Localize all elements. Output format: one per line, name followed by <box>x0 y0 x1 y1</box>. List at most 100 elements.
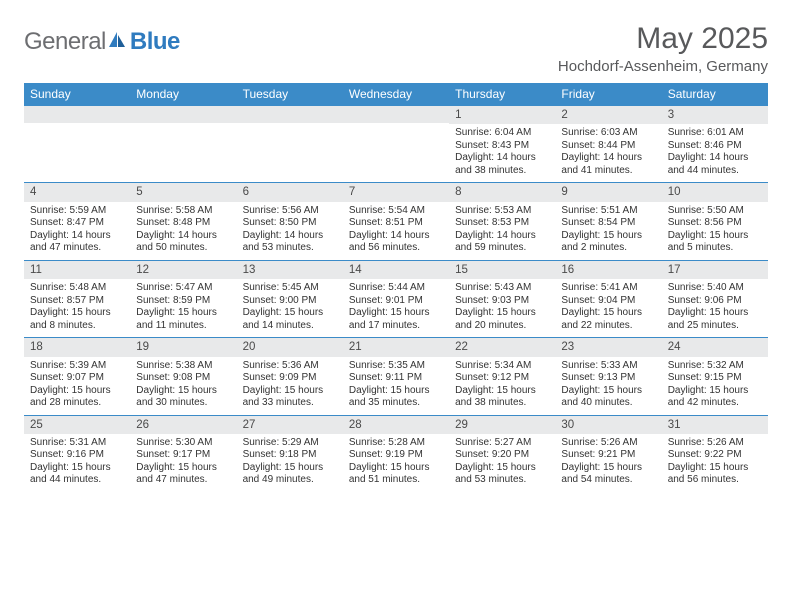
sunrise-text: Sunrise: 5:56 AM <box>243 205 337 218</box>
day-details: Sunrise: 5:40 AMSunset: 9:06 PMDaylight:… <box>662 279 768 337</box>
sunset-text: Sunset: 8:43 PM <box>455 140 549 153</box>
day-details: Sunrise: 5:28 AMSunset: 9:19 PMDaylight:… <box>343 434 449 492</box>
sunrise-text: Sunrise: 5:54 AM <box>349 205 443 218</box>
sunset-text: Sunset: 9:13 PM <box>561 372 655 385</box>
title-block: May 2025 Hochdorf-Assenheim, Germany <box>558 22 768 75</box>
day-details: Sunrise: 5:30 AMSunset: 9:17 PMDaylight:… <box>130 434 236 492</box>
sunset-text: Sunset: 9:00 PM <box>243 295 337 308</box>
daylight-text: Daylight: 15 hours and 49 minutes. <box>243 462 337 487</box>
daylight-text: Daylight: 15 hours and 14 minutes. <box>243 307 337 332</box>
week-row: 18Sunrise: 5:39 AMSunset: 9:07 PMDayligh… <box>24 337 768 414</box>
day-number: 11 <box>24 261 130 279</box>
day-details: Sunrise: 5:44 AMSunset: 9:01 PMDaylight:… <box>343 279 449 337</box>
day-details: Sunrise: 5:47 AMSunset: 8:59 PMDaylight:… <box>130 279 236 337</box>
sunrise-text: Sunrise: 5:26 AM <box>561 437 655 450</box>
day-number: 16 <box>555 261 661 279</box>
day-number: 5 <box>130 183 236 201</box>
day-number: 14 <box>343 261 449 279</box>
sunrise-text: Sunrise: 5:27 AM <box>455 437 549 450</box>
sunset-text: Sunset: 9:11 PM <box>349 372 443 385</box>
day-cell: 25Sunrise: 5:31 AMSunset: 9:16 PMDayligh… <box>24 416 130 492</box>
day-number: 10 <box>662 183 768 201</box>
day-cell: 26Sunrise: 5:30 AMSunset: 9:17 PMDayligh… <box>130 416 236 492</box>
day-cell: 14Sunrise: 5:44 AMSunset: 9:01 PMDayligh… <box>343 261 449 337</box>
day-cell: 24Sunrise: 5:32 AMSunset: 9:15 PMDayligh… <box>662 338 768 414</box>
day-cell <box>237 106 343 182</box>
daylight-text: Daylight: 14 hours and 50 minutes. <box>136 230 230 255</box>
day-cell: 27Sunrise: 5:29 AMSunset: 9:18 PMDayligh… <box>237 416 343 492</box>
daylight-text: Daylight: 15 hours and 40 minutes. <box>561 385 655 410</box>
sunrise-text: Sunrise: 5:32 AM <box>668 360 762 373</box>
sunset-text: Sunset: 9:12 PM <box>455 372 549 385</box>
day-number: 23 <box>555 338 661 356</box>
weekday-header: Thursday <box>449 83 555 105</box>
daylight-text: Daylight: 15 hours and 51 minutes. <box>349 462 443 487</box>
sunset-text: Sunset: 8:59 PM <box>136 295 230 308</box>
brand-part2: Blue <box>130 28 180 56</box>
day-number: 12 <box>130 261 236 279</box>
week-row: 1Sunrise: 6:04 AMSunset: 8:43 PMDaylight… <box>24 105 768 182</box>
sunset-text: Sunset: 8:57 PM <box>30 295 124 308</box>
day-cell: 19Sunrise: 5:38 AMSunset: 9:08 PMDayligh… <box>130 338 236 414</box>
day-number: 19 <box>130 338 236 356</box>
daylight-text: Daylight: 14 hours and 41 minutes. <box>561 152 655 177</box>
daylight-text: Daylight: 15 hours and 8 minutes. <box>30 307 124 332</box>
day-number <box>237 106 343 123</box>
weekday-header: Saturday <box>662 83 768 105</box>
day-details: Sunrise: 6:04 AMSunset: 8:43 PMDaylight:… <box>449 124 555 182</box>
day-cell: 21Sunrise: 5:35 AMSunset: 9:11 PMDayligh… <box>343 338 449 414</box>
sunrise-text: Sunrise: 5:51 AM <box>561 205 655 218</box>
weekday-header: Tuesday <box>237 83 343 105</box>
sunset-text: Sunset: 8:53 PM <box>455 217 549 230</box>
day-cell: 13Sunrise: 5:45 AMSunset: 9:00 PMDayligh… <box>237 261 343 337</box>
sunset-text: Sunset: 8:51 PM <box>349 217 443 230</box>
sunrise-text: Sunrise: 5:50 AM <box>668 205 762 218</box>
daylight-text: Daylight: 14 hours and 59 minutes. <box>455 230 549 255</box>
day-number: 24 <box>662 338 768 356</box>
day-cell: 30Sunrise: 5:26 AMSunset: 9:21 PMDayligh… <box>555 416 661 492</box>
day-details: Sunrise: 5:38 AMSunset: 9:08 PMDaylight:… <box>130 357 236 415</box>
day-number: 28 <box>343 416 449 434</box>
day-details: Sunrise: 5:39 AMSunset: 9:07 PMDaylight:… <box>24 357 130 415</box>
day-cell: 15Sunrise: 5:43 AMSunset: 9:03 PMDayligh… <box>449 261 555 337</box>
day-number: 29 <box>449 416 555 434</box>
day-number: 22 <box>449 338 555 356</box>
day-details: Sunrise: 5:26 AMSunset: 9:21 PMDaylight:… <box>555 434 661 492</box>
day-cell: 2Sunrise: 6:03 AMSunset: 8:44 PMDaylight… <box>555 106 661 182</box>
sunrise-text: Sunrise: 5:31 AM <box>30 437 124 450</box>
sunrise-text: Sunrise: 5:38 AM <box>136 360 230 373</box>
sunset-text: Sunset: 9:09 PM <box>243 372 337 385</box>
day-details: Sunrise: 5:51 AMSunset: 8:54 PMDaylight:… <box>555 202 661 260</box>
day-cell <box>130 106 236 182</box>
day-details: Sunrise: 5:54 AMSunset: 8:51 PMDaylight:… <box>343 202 449 260</box>
sunset-text: Sunset: 9:08 PM <box>136 372 230 385</box>
day-details: Sunrise: 5:59 AMSunset: 8:47 PMDaylight:… <box>24 202 130 260</box>
day-details: Sunrise: 5:36 AMSunset: 9:09 PMDaylight:… <box>237 357 343 415</box>
weekday-header: Friday <box>555 83 661 105</box>
sunrise-text: Sunrise: 5:30 AM <box>136 437 230 450</box>
sunrise-text: Sunrise: 5:47 AM <box>136 282 230 295</box>
calendar-grid: Sunday Monday Tuesday Wednesday Thursday… <box>24 83 768 492</box>
sunrise-text: Sunrise: 5:33 AM <box>561 360 655 373</box>
day-number: 2 <box>555 106 661 124</box>
day-number: 31 <box>662 416 768 434</box>
day-details: Sunrise: 5:34 AMSunset: 9:12 PMDaylight:… <box>449 357 555 415</box>
daylight-text: Daylight: 15 hours and 54 minutes. <box>561 462 655 487</box>
day-details: Sunrise: 5:33 AMSunset: 9:13 PMDaylight:… <box>555 357 661 415</box>
sunrise-text: Sunrise: 5:43 AM <box>455 282 549 295</box>
daylight-text: Daylight: 14 hours and 44 minutes. <box>668 152 762 177</box>
day-cell: 10Sunrise: 5:50 AMSunset: 8:56 PMDayligh… <box>662 183 768 259</box>
sunset-text: Sunset: 8:54 PM <box>561 217 655 230</box>
week-row: 4Sunrise: 5:59 AMSunset: 8:47 PMDaylight… <box>24 182 768 259</box>
daylight-text: Daylight: 14 hours and 38 minutes. <box>455 152 549 177</box>
day-number: 9 <box>555 183 661 201</box>
day-details: Sunrise: 5:32 AMSunset: 9:15 PMDaylight:… <box>662 357 768 415</box>
day-details: Sunrise: 5:53 AMSunset: 8:53 PMDaylight:… <box>449 202 555 260</box>
day-details: Sunrise: 5:50 AMSunset: 8:56 PMDaylight:… <box>662 202 768 260</box>
day-number: 30 <box>555 416 661 434</box>
day-number: 6 <box>237 183 343 201</box>
day-details: Sunrise: 5:56 AMSunset: 8:50 PMDaylight:… <box>237 202 343 260</box>
day-number: 26 <box>130 416 236 434</box>
day-number: 7 <box>343 183 449 201</box>
weekday-header: Monday <box>130 83 236 105</box>
